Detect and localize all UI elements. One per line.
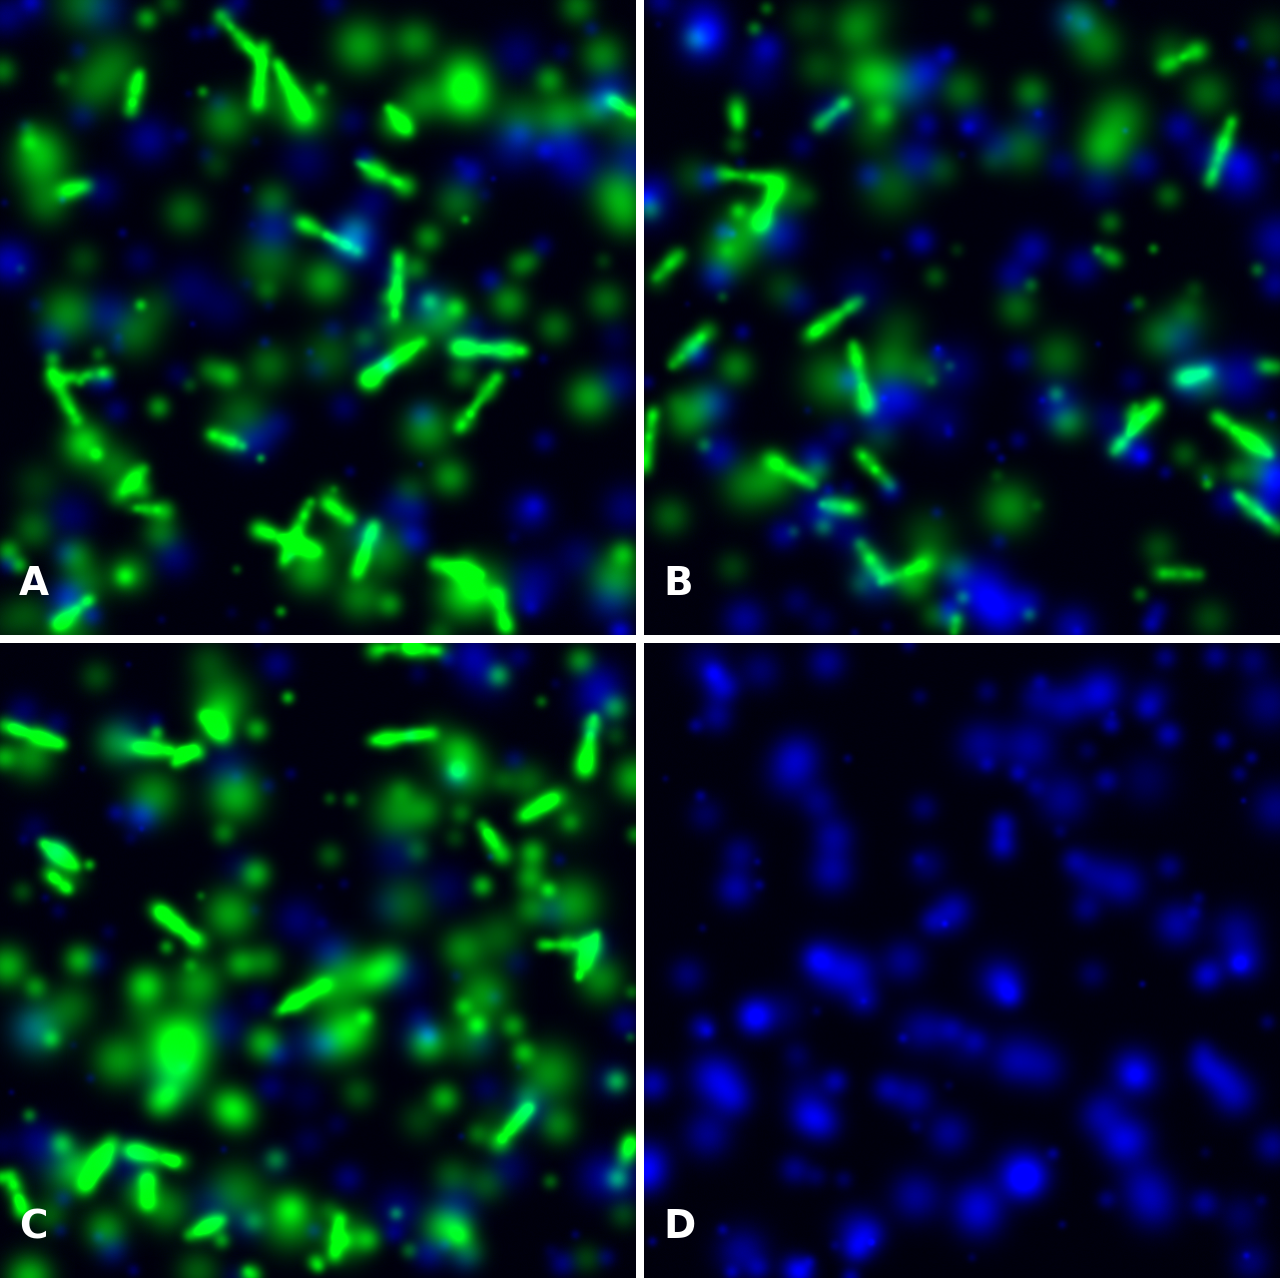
Text: A: A [19,565,49,603]
Text: D: D [663,1208,696,1246]
Text: C: C [19,1208,47,1246]
Text: B: B [663,565,694,603]
